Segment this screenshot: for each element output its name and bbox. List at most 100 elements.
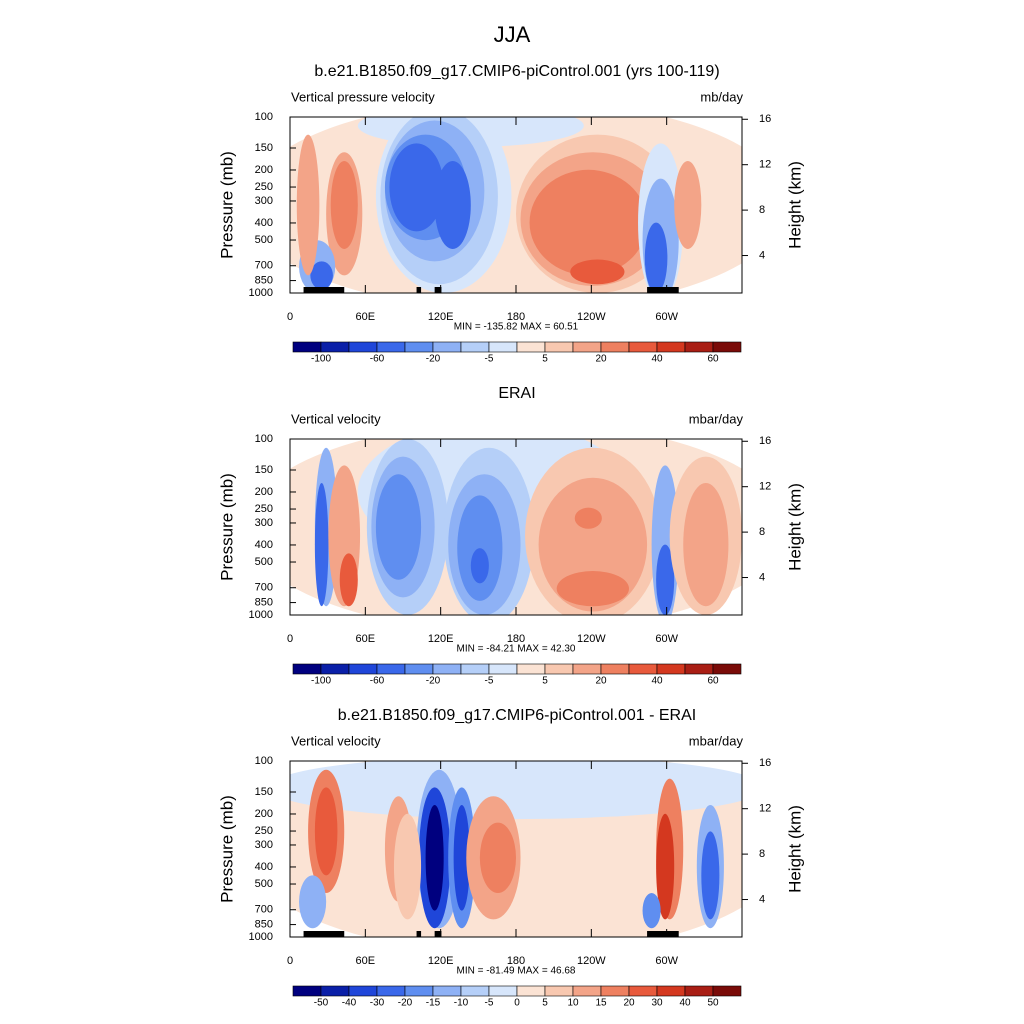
colorbar-box: [348, 985, 378, 997]
colorbar-box: [600, 341, 630, 353]
x-tick-label: 120W: [577, 633, 606, 645]
contour-region: [529, 169, 648, 276]
terrain: [434, 931, 442, 937]
colorbar-box: [544, 663, 574, 675]
colorbar-box: [292, 985, 322, 997]
y-tick-label: 1000: [249, 931, 273, 943]
contour-region: [674, 161, 702, 249]
colorbar-box: [656, 985, 686, 997]
colorbar-label: -10: [454, 998, 469, 1009]
y2-tick-label: 8: [759, 204, 765, 216]
colorbar-box: [432, 341, 462, 353]
colorbar-box: [320, 663, 350, 675]
colorbar-box: [404, 341, 434, 353]
colorbar-box: [600, 663, 630, 675]
panel-title: b.e21.B1850.f09_g17.CMIP6-piControl.001 …: [314, 63, 719, 80]
colorbar-box: [404, 985, 434, 997]
y-tick-label: 200: [255, 486, 273, 498]
right-label: mbar/day: [689, 733, 744, 748]
y-tick-label: 150: [255, 464, 273, 476]
colorbar-label: -15: [426, 998, 441, 1009]
contour-region: [570, 259, 625, 285]
colorbar-box: [684, 663, 714, 675]
y-tick-label: 500: [255, 234, 273, 246]
colorbar-box: [292, 663, 322, 675]
contour-region: [310, 261, 333, 290]
colorbar-box: [320, 985, 350, 997]
contour-region: [574, 507, 602, 529]
colorbar-box: [376, 341, 406, 353]
y-tick-label: 500: [255, 556, 273, 568]
y-tick-label: 850: [255, 274, 273, 286]
terrain: [416, 931, 422, 937]
y2-tick-label: 12: [759, 803, 771, 815]
colorbar-box: [656, 663, 686, 675]
colorbar-label: -20: [426, 676, 441, 687]
y-tick-label: 400: [255, 861, 273, 873]
contour-region: [642, 893, 661, 929]
contour-region: [556, 571, 630, 607]
colorbar-label: -30: [370, 998, 385, 1009]
contour-region: [701, 831, 720, 920]
colorbar-box: [656, 341, 686, 353]
min-max: MIN = -135.82 MAX = 60.51: [454, 322, 579, 333]
y2-axis-label: Height (km): [785, 805, 804, 893]
x-tick-label: 120W: [577, 311, 606, 323]
left-label: Vertical pressure velocity: [291, 89, 435, 104]
contour-region: [389, 143, 444, 232]
colorbar-box: [684, 341, 714, 353]
colorbar-box: [712, 985, 742, 997]
x-tick-label: 60E: [356, 311, 376, 323]
colorbar-label: 40: [679, 998, 691, 1009]
colorbar-box: [488, 985, 518, 997]
contour-region: [479, 822, 516, 893]
terrain: [303, 931, 345, 937]
colorbar-label: 15: [595, 998, 607, 1009]
x-tick-label: 120E: [428, 311, 454, 323]
y-tick-label: 100: [255, 755, 273, 767]
contour-region: [393, 813, 422, 920]
contour-region: [330, 161, 358, 249]
x-tick-label: 60W: [655, 955, 678, 967]
terrain: [647, 287, 679, 293]
panel-title: b.e21.B1850.f09_g17.CMIP6-piControl.001 …: [338, 707, 696, 724]
contour-region: [425, 805, 444, 911]
colorbar-label: -40: [342, 998, 357, 1009]
y2-tick-label: 8: [759, 848, 765, 860]
y-tick-label: 1000: [249, 609, 273, 621]
colorbar-box: [628, 341, 658, 353]
contour-region: [314, 482, 329, 607]
colorbar-box: [432, 663, 462, 675]
colorbar-box: [572, 341, 602, 353]
colorbar-label: 5: [542, 998, 548, 1009]
panel-title: ERAI: [498, 385, 535, 402]
colorbar-box: [460, 341, 490, 353]
contour-field: [290, 117, 742, 293]
colorbar-box: [432, 985, 462, 997]
y-tick-label: 700: [255, 260, 273, 272]
terrain: [647, 931, 679, 937]
y2-tick-label: 8: [759, 526, 765, 538]
y-tick-label: 300: [255, 195, 273, 207]
colorbar-box: [376, 663, 406, 675]
colorbar-label: -60: [370, 354, 385, 365]
y-axis-label: Pressure (mb): [217, 473, 236, 581]
y-tick-label: 200: [255, 808, 273, 820]
colorbar-box: [376, 985, 406, 997]
y-axis-label: Pressure (mb): [217, 151, 236, 259]
colorbar-label: 20: [595, 676, 607, 687]
colorbar-label: -5: [485, 676, 494, 687]
contour-field: [290, 761, 742, 937]
colorbar-box: [712, 341, 742, 353]
x-tick-label: 0: [287, 633, 293, 645]
terrain: [303, 287, 345, 293]
colorbar-box: [600, 985, 630, 997]
colorbar-label: -5: [485, 354, 494, 365]
right-label: mb/day: [700, 89, 743, 104]
colorbar-box: [348, 341, 378, 353]
colorbar-label: 40: [651, 354, 663, 365]
colorbar-box: [544, 341, 574, 353]
colorbar-label: -100: [311, 676, 331, 687]
colorbar-box: [516, 985, 546, 997]
